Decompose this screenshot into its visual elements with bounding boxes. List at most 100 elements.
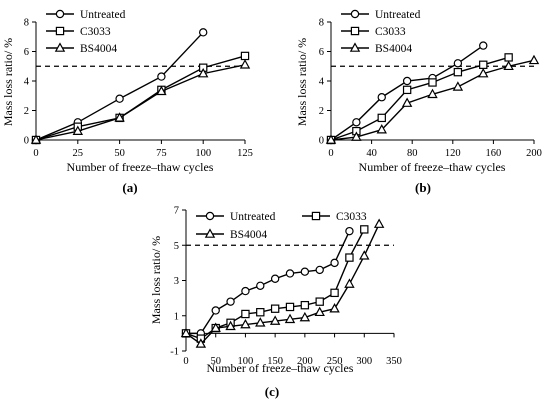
series-untreated (181, 226, 354, 338)
x-tick-label: 0 (33, 148, 38, 159)
data-point (255, 317, 266, 327)
legend-entry: BS4004 (46, 42, 117, 55)
x-tick-label: 350 (386, 356, 402, 367)
data-point (114, 112, 125, 122)
data-point (211, 306, 220, 315)
data-point (270, 274, 280, 283)
legend-label: Untreated (230, 211, 276, 223)
legend-entry: BS4004 (196, 228, 267, 241)
legend-label: Untreated (375, 9, 421, 21)
x-tick-label: 75 (156, 148, 167, 159)
data-point (360, 225, 369, 234)
legend-entry: Untreated (196, 211, 276, 223)
data-point (197, 67, 209, 78)
data-point (345, 253, 354, 262)
data-point (30, 134, 42, 144)
data-point (226, 297, 235, 306)
y-tick-label: 2 (24, 106, 29, 117)
x-tick-label: 150 (267, 356, 283, 367)
y-tick-label: 0 (319, 136, 324, 147)
x-axis-label: Number of freeze–thaw cycles (207, 361, 354, 375)
data-point (314, 306, 325, 317)
data-point (240, 51, 250, 61)
x-tick-label: 125 (237, 148, 253, 159)
data-point (269, 315, 281, 325)
data-point (453, 67, 463, 77)
data-point (428, 78, 437, 87)
data-point (115, 94, 124, 103)
legend-marker (55, 26, 65, 36)
data-point (528, 54, 540, 65)
legend-entry: C3033 (46, 26, 111, 38)
data-point (478, 67, 489, 78)
legend-label: C3033 (80, 26, 111, 38)
panel-caption: (c) (265, 384, 279, 399)
data-point (377, 93, 386, 102)
data-point (285, 302, 295, 312)
data-point (479, 60, 488, 69)
data-point (402, 85, 412, 95)
y-tick-label: 3 (174, 276, 179, 287)
series-bs4004 (325, 54, 540, 144)
y-axis-label: Mass loss ratio/ % (149, 236, 163, 324)
x-tick-label: 120 (445, 148, 461, 159)
data-point (325, 134, 337, 144)
legend-marker (55, 9, 65, 19)
data-point (330, 258, 339, 268)
legend-marker (204, 228, 216, 238)
data-point (373, 218, 385, 228)
y-tick-label: 8 (319, 18, 324, 29)
data-point (240, 318, 251, 329)
y-tick-label: 1 (174, 311, 179, 322)
series-line (35, 64, 246, 141)
data-point (156, 85, 167, 96)
x-tick-label: 200 (526, 148, 542, 159)
series-bs4004 (30, 59, 251, 144)
y-tick-label: 8 (24, 18, 29, 29)
legend-marker (311, 211, 321, 221)
data-point (359, 250, 370, 260)
y-tick-label: 7 (174, 206, 179, 217)
x-tick-label: 0 (183, 356, 188, 367)
data-point (329, 303, 340, 313)
data-point (504, 53, 513, 62)
x-tick-label: 80 (407, 148, 418, 159)
data-point (270, 304, 280, 313)
data-point (344, 278, 355, 288)
series-c3033 (326, 53, 513, 145)
data-point (330, 288, 339, 298)
data-point (285, 269, 295, 278)
x-tick-label: 200 (297, 356, 313, 367)
data-point (376, 124, 387, 134)
data-point (157, 72, 166, 81)
data-point (198, 28, 208, 37)
data-point (256, 281, 265, 290)
series-line (186, 230, 351, 335)
y-tick-label: 6 (319, 47, 324, 58)
data-point (300, 267, 310, 276)
panel-caption: (a) (122, 180, 137, 195)
legend-label: Untreated (80, 9, 126, 21)
x-tick-label: 40 (366, 148, 377, 159)
legend-label: C3033 (375, 26, 406, 38)
legend-entry: BS4004 (341, 42, 412, 55)
data-point (210, 322, 221, 332)
legend-label: BS4004 (80, 43, 117, 55)
x-axis-label: Number of freeze–thaw cycles (359, 160, 506, 174)
data-point (315, 297, 324, 306)
data-point (377, 113, 386, 123)
data-point (241, 286, 250, 296)
data-point (180, 327, 192, 338)
x-tick-label: 50 (114, 148, 125, 159)
data-point (300, 300, 310, 310)
y-tick-label: 6 (24, 47, 29, 58)
legend-label: C3033 (336, 211, 367, 223)
x-tick-label: 50 (210, 356, 221, 367)
data-point (72, 125, 84, 135)
data-point (256, 308, 265, 317)
legend-entry: Untreated (46, 9, 126, 21)
data-point (402, 76, 412, 86)
data-point (352, 118, 361, 127)
